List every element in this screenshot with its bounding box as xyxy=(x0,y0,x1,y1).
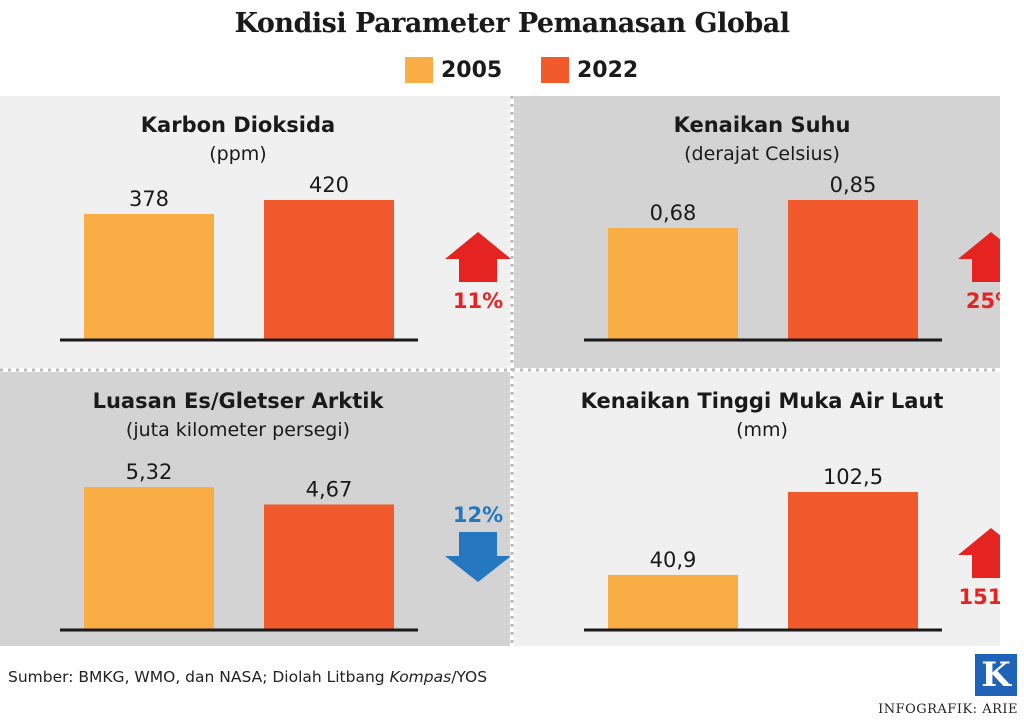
chart-svg: Luasan Es/Gletser Arktik (juta kilometer … xyxy=(60,389,510,632)
chart-title: Karbon Dioksida xyxy=(141,113,335,137)
chart-subtitle: (derajat Celsius) xyxy=(684,143,840,165)
change-percent-label: 12% xyxy=(453,503,503,527)
change-percent-label: 25% xyxy=(966,289,1000,313)
change-percent-label: 11% xyxy=(453,289,503,313)
chart-title: Kenaikan Tinggi Muka Air Laut xyxy=(581,389,944,413)
legend-swatch-2022 xyxy=(541,57,569,83)
arrow-up-icon xyxy=(445,232,510,282)
bar-2005 xyxy=(84,214,214,340)
bar-2022 xyxy=(788,200,918,340)
legend-label-2005: 2005 xyxy=(441,57,503,83)
chart-svg: Karbon Dioksida (ppm) 378 420 11% xyxy=(60,113,510,342)
source-italic: Kompas xyxy=(389,668,452,686)
bar-2022 xyxy=(788,492,918,630)
bar-value-label: 4,67 xyxy=(306,477,353,501)
legend: 2005 2022 xyxy=(0,56,1024,88)
panel-temperature-rise: Kenaikan Suhu (derajat Celsius) 0,68 0,85 25… xyxy=(514,96,1000,368)
legend-label-2022: 2022 xyxy=(577,57,639,83)
bar-value-label: 0,68 xyxy=(650,201,697,225)
infographic-title: Kondisi Parameter Pemanasan Global xyxy=(234,8,790,39)
chart-svg: Kenaikan Suhu (derajat Celsius) 0,68 0,85 25… xyxy=(584,113,1000,342)
bar-2022 xyxy=(264,200,394,340)
kompas-logo: K xyxy=(975,654,1017,696)
source-note: Sumber: BMKG, WMO, dan NASA; Diolah Litb… xyxy=(8,668,487,686)
source-suffix: /YOS xyxy=(451,668,488,686)
panel-arctic-ice: Luasan Es/Gletser Arktik (juta kilometer … xyxy=(0,372,510,646)
chart-subtitle: (juta kilometer persegi) xyxy=(126,419,350,441)
bar-value-label: 378 xyxy=(129,187,169,211)
chart-svg: Kenaikan Tinggi Muka Air Laut (mm) 40,9 102… xyxy=(581,389,1000,632)
legend-item-2005: 2005 xyxy=(405,56,502,84)
legend-swatch-2005 xyxy=(405,57,433,83)
source-prefix: Sumber: BMKG, WMO, dan NASA; Diolah Litb… xyxy=(8,668,390,686)
chart-title: Luasan Es/Gletser Arktik xyxy=(93,389,385,413)
panel-carbon-dioxide: Karbon Dioksida (ppm) 378 420 11% xyxy=(0,96,510,368)
arrow-up-icon xyxy=(958,232,1000,282)
change-percent-label: 151% xyxy=(959,585,1000,609)
bar-2005 xyxy=(84,487,214,630)
arrow-down-icon xyxy=(445,532,510,582)
chart-subtitle: (ppm) xyxy=(209,143,266,165)
chart-subtitle: (mm) xyxy=(736,419,788,441)
bar-2005 xyxy=(608,574,738,630)
bar-2005 xyxy=(608,228,738,340)
legend-item-2022: 2022 xyxy=(541,56,638,84)
bar-2022 xyxy=(264,504,394,630)
bar-value-label: 5,32 xyxy=(126,460,173,484)
bar-value-label: 102,5 xyxy=(823,465,883,489)
infographic-credit: INFOGRAFIK: ARIE xyxy=(878,702,1018,717)
bar-value-label: 40,9 xyxy=(650,548,697,572)
chart-title: Kenaikan Suhu xyxy=(674,113,851,137)
bar-value-label: 0,85 xyxy=(830,173,877,197)
arrow-up-icon xyxy=(958,528,1000,578)
bar-value-label: 420 xyxy=(309,173,349,197)
panel-sea-level-rise: Kenaikan Tinggi Muka Air Laut (mm) 40,9 102… xyxy=(514,372,1000,646)
